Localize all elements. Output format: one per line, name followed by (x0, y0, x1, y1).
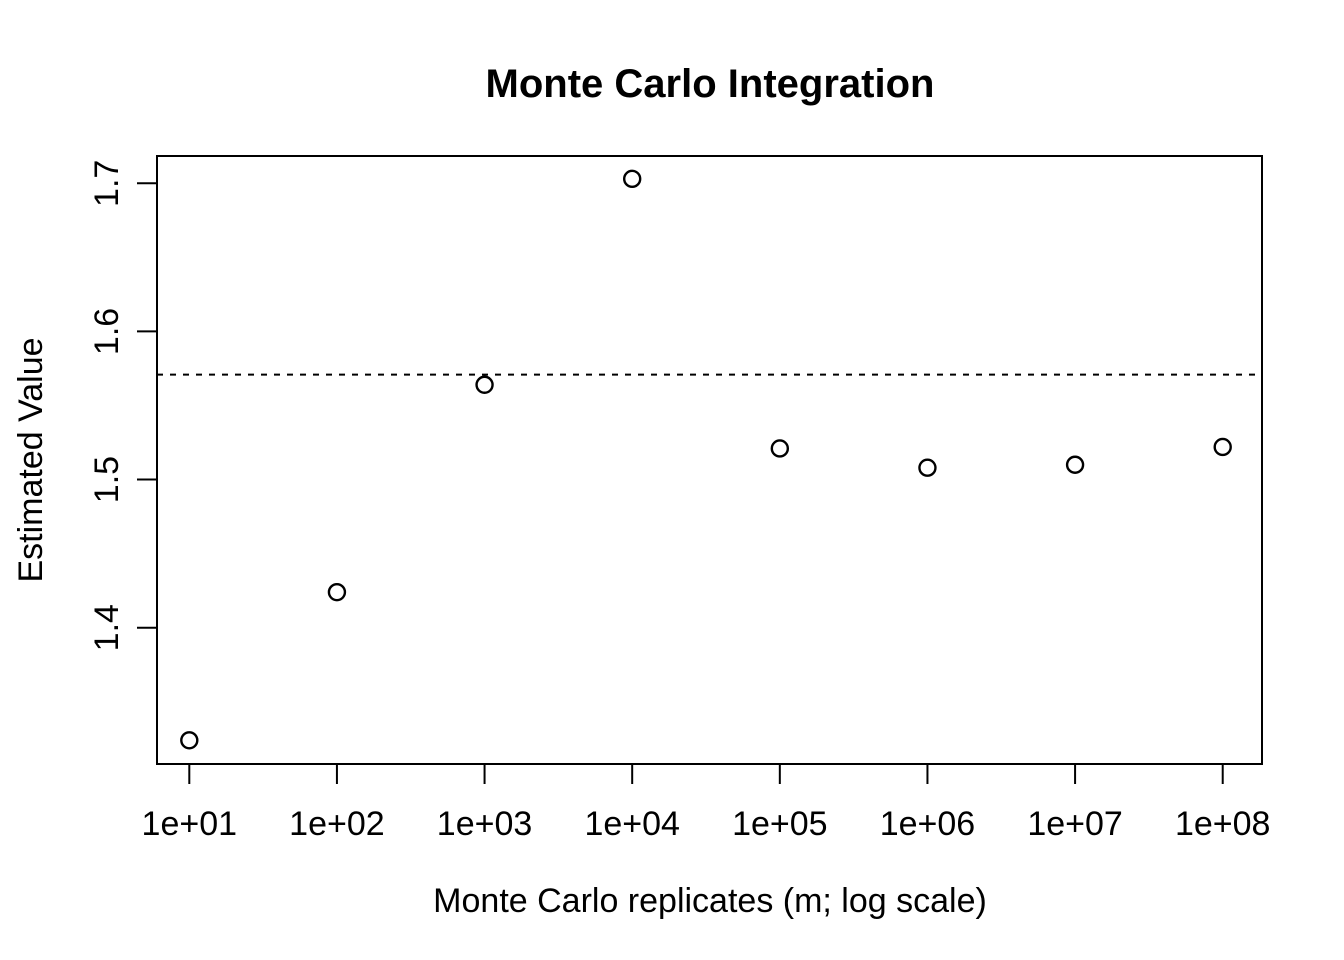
x-tick-label-2: 1e+03 (437, 805, 533, 843)
x-tick-label-5: 1e+06 (880, 805, 976, 843)
x-tick-label-3: 1e+04 (584, 805, 680, 843)
y-tick-label-3: 1.7 (88, 160, 126, 207)
data-point-0 (180, 731, 199, 750)
data-points (180, 169, 1232, 750)
chart-title: Monte Carlo Integration (486, 62, 935, 106)
data-point-2 (475, 375, 494, 394)
x-tick-label-7: 1e+08 (1175, 805, 1271, 843)
plot-border (156, 155, 1263, 765)
y-tick-label-2: 1.6 (88, 308, 126, 355)
data-point-1 (327, 582, 347, 602)
data-point-4 (770, 439, 790, 458)
x-axis-label: Monte Carlo replicates (m; log scale) (433, 882, 987, 920)
data-point-7 (1213, 437, 1232, 457)
x-tick-label-1: 1e+02 (289, 805, 385, 843)
data-point-5 (918, 458, 937, 477)
y-tick-label-1: 1.5 (88, 456, 126, 503)
y-axis-ticks: 1.4 1.5 1.6 1.7 (88, 160, 157, 651)
data-point-3 (622, 169, 642, 189)
x-tick-label-0: 1e+01 (142, 805, 238, 843)
x-tick-label-4: 1e+05 (732, 805, 828, 843)
data-point-6 (1065, 455, 1085, 474)
x-axis-ticks: 1e+01 1e+02 1e+03 1e+04 1e+05 1e+06 1e+07 1e+08 (142, 764, 1271, 843)
y-tick-label-0: 1.4 (88, 604, 126, 651)
y-axis-label: Estimated Value (12, 337, 50, 582)
x-tick-label-6: 1e+07 (1027, 805, 1123, 843)
